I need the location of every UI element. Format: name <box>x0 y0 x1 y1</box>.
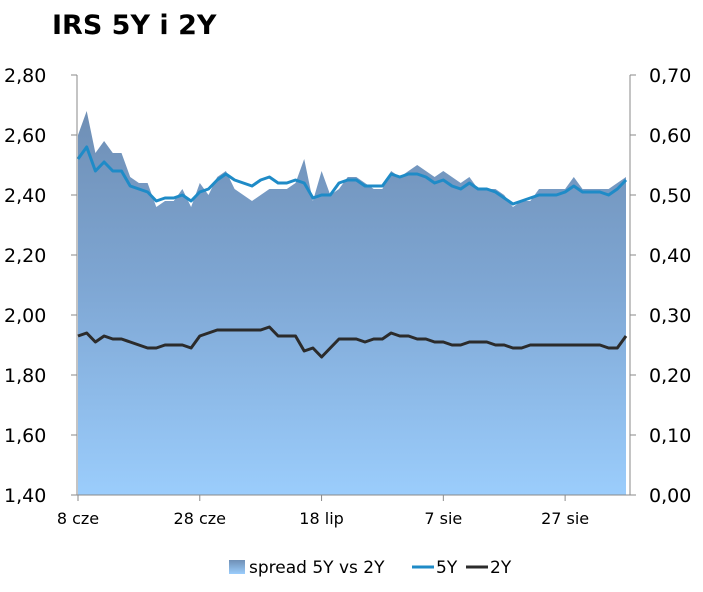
y-right-tick-label: 0,00 <box>649 485 691 507</box>
legend-spread-swatch <box>229 560 245 574</box>
x-tick-label: 27 sie <box>541 509 589 528</box>
series-spread-area <box>78 111 626 495</box>
y-left-tick-label: 2,40 <box>4 185 46 207</box>
series-line-2y <box>77 325 628 359</box>
y-left-tick-label: 2,80 <box>4 65 46 87</box>
chart-title: IRS 5Y i 2Y <box>52 10 217 41</box>
x-tick-label: 18 lip <box>299 509 344 528</box>
y-left-tick-label: 2,00 <box>4 305 46 327</box>
y-left-tick-label: 2,20 <box>4 245 46 267</box>
y-left-tick-label: 2,60 <box>4 125 46 147</box>
y-left-tick-label: 1,60 <box>4 425 46 447</box>
y-right-tick-label: 0,50 <box>649 185 691 207</box>
y-right-tick-label: 0,60 <box>649 125 691 147</box>
y-left-tick-label: 1,40 <box>4 485 46 507</box>
x-tick-label: 8 cze <box>57 509 99 528</box>
series-line-5y <box>76 145 628 206</box>
y-right-tick-label: 0,30 <box>649 305 691 327</box>
y-right-tick-label: 0,40 <box>649 245 691 267</box>
y-right-tick-label: 0,20 <box>649 365 691 387</box>
y-right-tick-label: 0,70 <box>649 65 691 87</box>
y-right-tick-label: 0,10 <box>649 425 691 447</box>
x-tick-label: 7 sie <box>424 509 462 528</box>
legend-2y-label: 2Y <box>490 558 512 578</box>
x-tick-label: 28 cze <box>174 509 226 528</box>
legend-5y-label: 5Y <box>436 558 458 578</box>
y-left-tick-label: 1,80 <box>4 365 46 387</box>
legend-spread-label: spread 5Y vs 2Y <box>249 558 385 578</box>
